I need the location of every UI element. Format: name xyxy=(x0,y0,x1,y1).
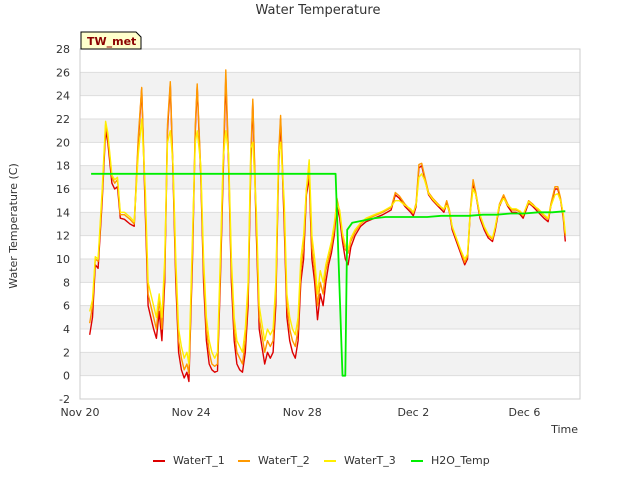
legend-label: WaterT_2 xyxy=(258,454,310,467)
plot-band xyxy=(80,142,580,166)
y-tick-label: 12 xyxy=(56,230,70,243)
plot-band xyxy=(80,352,580,376)
station-tag-label: TW_met xyxy=(87,35,136,48)
x-axis-ticks: Nov 20 Nov 24 Nov 28 Dec 2 Dec 6 xyxy=(61,406,541,419)
y-tick-label: 24 xyxy=(56,90,70,103)
y-tick-label: 16 xyxy=(56,183,70,196)
plot-band xyxy=(80,375,580,399)
y-tick-label: 0 xyxy=(63,370,70,383)
x-tick-label: Nov 24 xyxy=(172,406,211,419)
plot-band xyxy=(80,165,580,189)
plot-background xyxy=(80,49,580,399)
y-tick-label: 28 xyxy=(56,43,70,56)
station-tag-box xyxy=(80,31,142,50)
plot-band xyxy=(80,72,580,96)
legend: WaterT_1 WaterT_2 WaterT_3 H2O_Temp xyxy=(153,454,490,467)
series-line-watert-3 xyxy=(89,118,566,365)
y-tick-label: 8 xyxy=(63,276,70,289)
x-axis-label: Time xyxy=(550,423,578,436)
y-axis-label: Water Temperature (C) xyxy=(7,163,20,288)
plot-frame xyxy=(79,48,581,400)
series-layer xyxy=(89,69,566,383)
y-tick-label: 22 xyxy=(56,113,70,126)
legend-label: WaterT_1 xyxy=(173,454,225,467)
legend-label: WaterT_3 xyxy=(344,454,396,467)
x-tick-label: Nov 20 xyxy=(61,406,100,419)
y-tick-label: 14 xyxy=(56,206,70,219)
y-tick-label: 20 xyxy=(56,136,70,149)
y-tick-label: 2 xyxy=(63,346,70,359)
y-tick-label: -2 xyxy=(59,393,70,406)
y-tick-label: 4 xyxy=(63,323,70,336)
legend-label: H2O_Temp xyxy=(431,454,490,467)
plot-band xyxy=(80,119,580,143)
plot-band xyxy=(80,95,580,119)
chart-title: Water Temperature xyxy=(256,3,381,18)
y-tick-label: 10 xyxy=(56,253,70,266)
y-tick-label: 6 xyxy=(63,300,70,313)
series-line-h2o-temp xyxy=(91,172,566,377)
x-tick-label: Nov 28 xyxy=(283,406,322,419)
plot-band xyxy=(80,282,580,306)
plot-band xyxy=(80,329,580,353)
x-tick-label: Dec 2 xyxy=(397,406,429,419)
plot-band xyxy=(80,259,580,283)
x-tick-label: Dec 6 xyxy=(509,406,541,419)
plot-band xyxy=(80,212,580,236)
y-tick-label: 18 xyxy=(56,160,70,173)
station-tag: TW_met xyxy=(80,31,142,50)
y-tick-label: 26 xyxy=(56,66,70,79)
plot-band xyxy=(80,49,580,73)
plot-band xyxy=(80,189,580,213)
